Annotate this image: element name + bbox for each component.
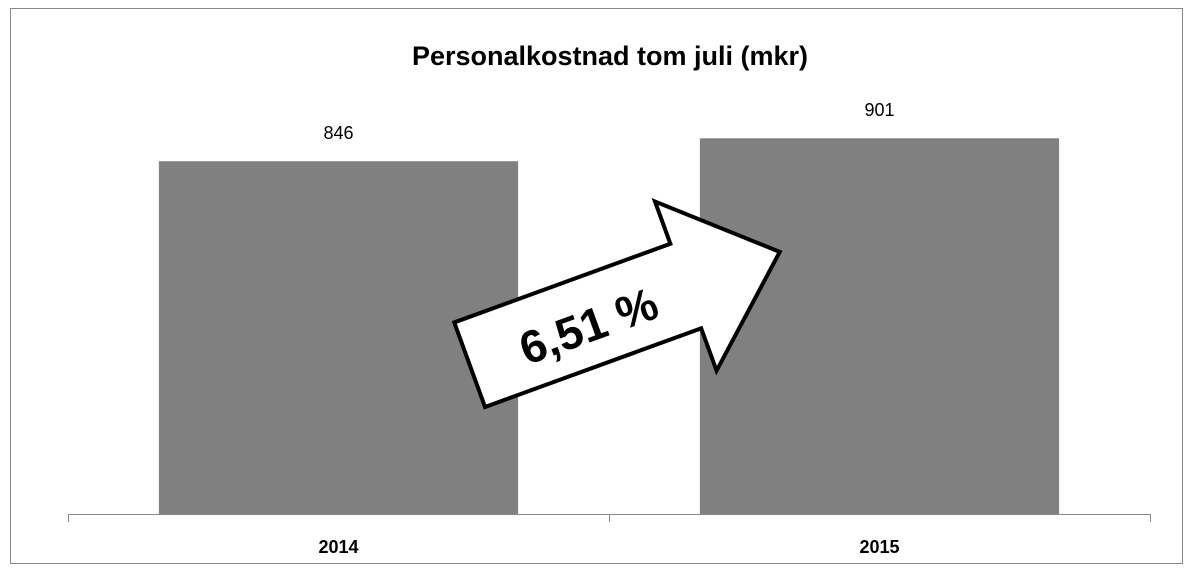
data-label: 846 [323,123,353,143]
x-tick-label: 2015 [859,537,899,557]
x-tick-label: 2014 [318,537,358,557]
arrow-shape [451,197,783,410]
data-label: 901 [864,100,894,120]
chart-title: Personalkostnad tom juli (mkr) [412,41,808,71]
bar [699,138,1060,514]
